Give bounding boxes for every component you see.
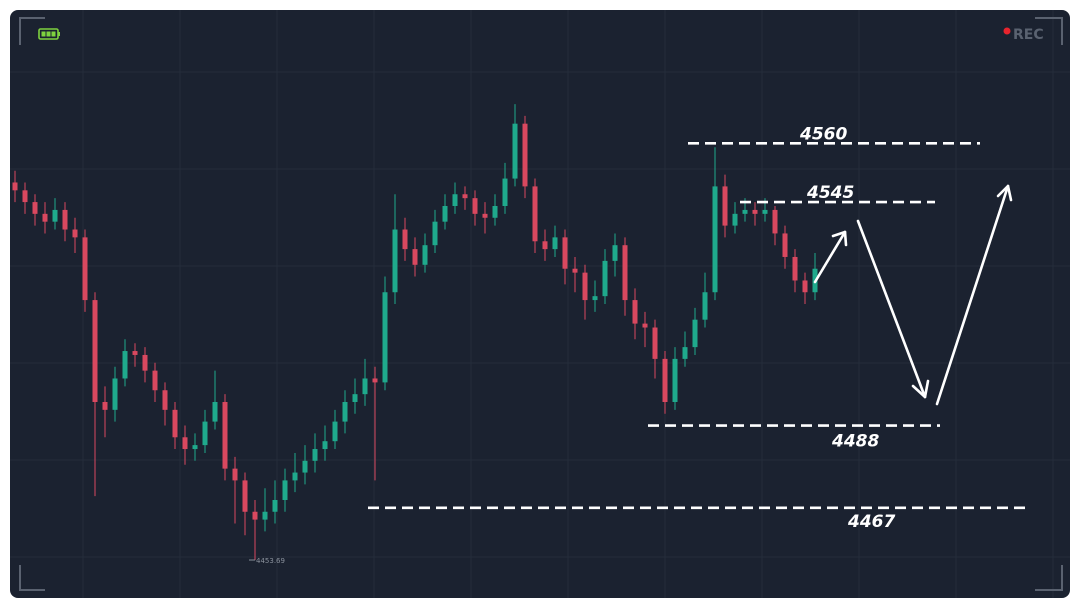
candle-body [512, 123, 518, 179]
candle-body [142, 354, 148, 371]
candle-body [532, 186, 538, 242]
candle-body [742, 209, 748, 214]
candle-body [722, 186, 728, 226]
candle-body [272, 500, 278, 512]
candle-body [202, 421, 208, 446]
candle-body [122, 351, 128, 379]
candle-body [62, 209, 68, 230]
candle-body [552, 237, 558, 250]
candle-body [152, 370, 158, 391]
candle-body [702, 292, 708, 320]
candle-body [762, 209, 768, 214]
candle-body [502, 178, 508, 206]
candle-body [322, 441, 328, 450]
rec-label: REC [1013, 27, 1044, 43]
candle-body [172, 409, 178, 438]
candle-body [612, 245, 618, 261]
candle-body [232, 468, 238, 481]
candle-body [682, 347, 688, 359]
candle-body [482, 213, 488, 218]
candle-body [42, 213, 48, 222]
candle-body [382, 292, 388, 383]
candle-body [72, 229, 78, 238]
candle-body [262, 511, 268, 520]
candle-body [492, 206, 498, 218]
candle-body [792, 256, 798, 281]
rec-dot [1003, 27, 1011, 35]
candle-body [732, 213, 738, 226]
levels: 4560 4545 4488 4467 [368, 124, 1025, 532]
candle-body [82, 237, 88, 301]
candle-body [342, 402, 348, 422]
candle-body [802, 280, 808, 293]
candle-body [582, 272, 588, 301]
candle-body [392, 229, 398, 293]
candle-body [562, 237, 568, 269]
level-label: 4560 [799, 124, 847, 144]
candle-body [312, 449, 318, 461]
candle-body [652, 327, 658, 359]
candle-body [442, 206, 448, 222]
candle-body [572, 268, 578, 273]
candle-body [302, 460, 308, 473]
candle-body [602, 260, 608, 297]
candle-body [12, 182, 18, 191]
candle-body [432, 221, 438, 246]
candle-body [632, 300, 638, 324]
candle-body [222, 402, 228, 469]
candle-body [22, 190, 28, 203]
candle-body [642, 323, 648, 328]
candle-body [252, 511, 258, 520]
candle-body [752, 209, 758, 214]
level-label: 4488 [831, 432, 879, 452]
candle-body [292, 472, 298, 481]
low-label: 4453.69 [256, 557, 285, 565]
battery-icon [38, 28, 60, 40]
candle-body [402, 229, 408, 250]
candle-body [52, 209, 58, 222]
candle-body [282, 480, 288, 500]
candle-body [452, 194, 458, 206]
candle-body [772, 209, 778, 234]
candle-body [362, 378, 368, 395]
candle-body [542, 241, 548, 250]
candle-body [592, 296, 598, 301]
candle-body [182, 437, 188, 450]
candle-body [162, 390, 168, 410]
candle-body [782, 233, 788, 257]
chart-background [10, 10, 1070, 598]
candle-body [692, 319, 698, 348]
candle-body [672, 358, 678, 402]
candle-body [242, 480, 248, 512]
candle-body [112, 378, 118, 410]
candle-body [662, 358, 668, 402]
candle-body [622, 245, 628, 301]
candle-body [132, 351, 138, 355]
candle-body [332, 421, 338, 442]
candle-body [212, 402, 218, 422]
candle-body [102, 402, 108, 410]
level-label: 4545 [806, 183, 854, 203]
candle-body [32, 202, 38, 214]
candle-body [522, 123, 528, 187]
candle-body [422, 245, 428, 265]
candle-body [472, 198, 478, 214]
candle-body [412, 249, 418, 265]
candle-body [352, 394, 358, 402]
candle-body [712, 186, 718, 293]
level-label: 4467 [847, 512, 895, 532]
candle-body [462, 194, 468, 199]
grid [10, 10, 1070, 598]
candle-body [192, 445, 198, 450]
projection-arrows [813, 184, 1013, 406]
candle-body [372, 378, 378, 383]
candle-body [92, 300, 98, 402]
frame-corners [19, 17, 1063, 591]
